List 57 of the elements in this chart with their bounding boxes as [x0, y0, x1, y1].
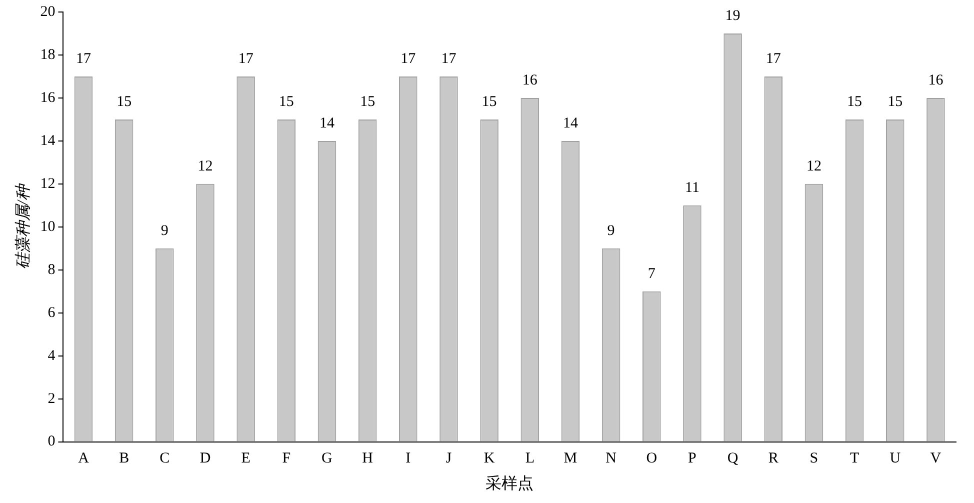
x-axis-title: 采样点 — [486, 474, 534, 493]
data-label: 9 — [160, 222, 168, 239]
data-label: 15 — [482, 94, 497, 110]
x-tick-label: O — [646, 450, 658, 467]
data-label: 17 — [400, 50, 416, 67]
x-tick-label: H — [362, 450, 374, 467]
data-label: 12 — [806, 158, 822, 174]
data-label: 15 — [116, 94, 132, 110]
x-tick-label: E — [241, 450, 250, 467]
y-tick-label: 6 — [48, 304, 56, 321]
data-label: 16 — [522, 72, 538, 88]
y-tick-label: 0 — [48, 434, 56, 450]
data-label: 15 — [888, 94, 903, 110]
x-tick-label: N — [606, 450, 617, 467]
y-tick-label: 18 — [40, 46, 56, 63]
data-label: 12 — [198, 158, 213, 174]
y-tick-label: 10 — [40, 218, 56, 235]
data-label: 9 — [607, 222, 615, 239]
x-tick-label: A — [78, 450, 90, 467]
x-tick-label: T — [850, 450, 860, 467]
x-tick-label: C — [160, 450, 170, 467]
x-tick-label: U — [890, 450, 901, 467]
x-tick-label: V — [930, 450, 942, 467]
x-tick-label: B — [119, 450, 130, 467]
x-tick-label: J — [446, 450, 452, 467]
y-tick-label: 12 — [40, 176, 56, 192]
data-label: 14 — [562, 115, 578, 132]
y-tick-label: 8 — [48, 262, 56, 278]
data-label: 15 — [360, 94, 376, 110]
x-tick-label: L — [525, 450, 534, 467]
x-tick-label: Q — [727, 450, 738, 467]
data-label: 16 — [928, 72, 944, 88]
x-tick-label: D — [200, 450, 211, 467]
y-tick-label: 20 — [40, 4, 56, 20]
data-label: 15 — [278, 94, 294, 110]
y-tick-label: 4 — [48, 348, 56, 364]
x-tick-label: P — [688, 450, 696, 467]
data-label: 17 — [766, 50, 782, 67]
y-tick-label: 14 — [40, 132, 56, 149]
x-tick-label: R — [768, 450, 778, 467]
x-tick-label: K — [484, 450, 495, 467]
data-label: 17 — [238, 50, 254, 67]
x-tick-label: M — [564, 450, 578, 467]
data-label: 7 — [648, 266, 656, 282]
data-label: 15 — [847, 94, 862, 110]
x-tick-label: G — [322, 450, 333, 467]
x-tick-label: S — [810, 450, 818, 467]
x-tick-label: F — [282, 450, 291, 467]
y-tick-label: 2 — [48, 390, 56, 407]
data-label: 19 — [725, 8, 740, 24]
x-tick-label: I — [406, 450, 411, 467]
data-label: 17 — [76, 50, 92, 67]
data-label: 17 — [441, 50, 457, 67]
y-axis-title: 硅藻种属/种 — [14, 182, 32, 270]
data-label: 14 — [319, 115, 335, 132]
y-tick-label: 16 — [40, 90, 56, 106]
data-label: 11 — [684, 180, 700, 196]
